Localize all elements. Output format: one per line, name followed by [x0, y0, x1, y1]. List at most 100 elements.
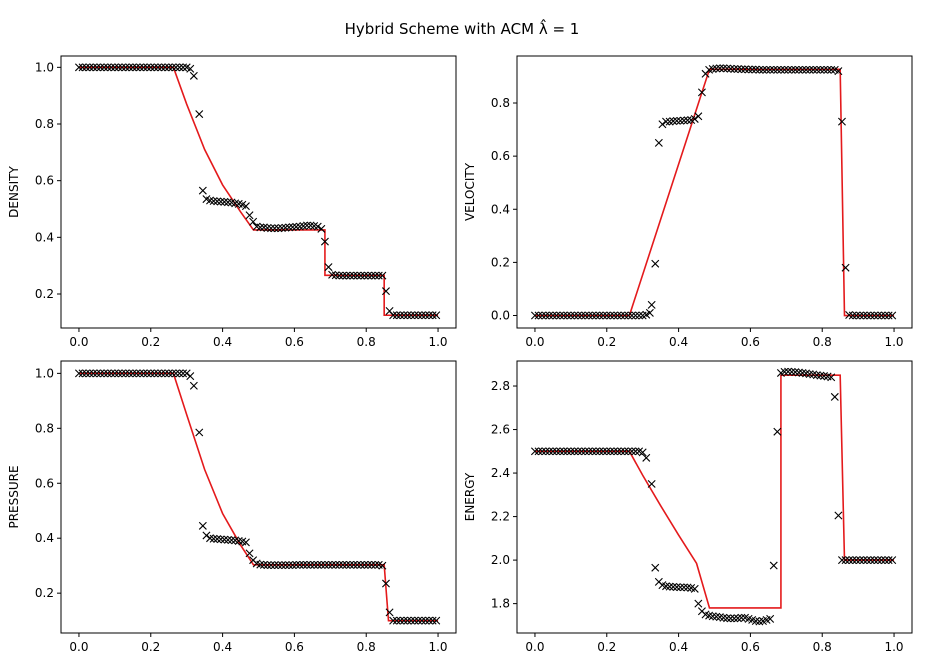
velocity-data-point — [794, 65, 803, 74]
density-data-point — [150, 63, 159, 72]
velocity-ytick-label: 0.0 — [491, 309, 510, 323]
pressure-data-point — [179, 369, 188, 378]
density-data-point — [171, 63, 180, 72]
velocity-plot-area — [530, 64, 897, 320]
density-data-point — [349, 271, 358, 280]
density-data-point — [320, 237, 329, 246]
density-data-point — [146, 63, 155, 72]
energy-data-point — [541, 447, 550, 456]
velocity-data-point — [581, 311, 590, 320]
pressure-data-point — [85, 369, 94, 378]
pressure-data-point — [143, 369, 152, 378]
pressure-data-point — [198, 521, 207, 530]
pressure-data-point — [216, 535, 225, 544]
density-data-point — [331, 271, 340, 280]
energy-data-point — [859, 556, 868, 565]
density-data-point — [353, 271, 362, 280]
velocity-data-point — [748, 65, 757, 74]
energy-data-point — [581, 447, 590, 456]
pressure-data-point — [223, 535, 232, 544]
pressure-data-point — [353, 560, 362, 569]
density-data-point — [164, 63, 173, 72]
velocity-data-point — [773, 65, 782, 74]
pressure-data-point — [136, 369, 144, 378]
velocity-data-point — [635, 311, 644, 320]
velocity-data-point — [834, 67, 843, 76]
velocity-data-point — [690, 114, 699, 123]
pressure-data-point — [349, 560, 358, 569]
pressure-data-point — [414, 616, 423, 625]
velocity-data-point — [741, 65, 750, 74]
energy-data-point — [638, 448, 647, 457]
energy-data-point — [834, 511, 843, 520]
pressure-data-point — [202, 531, 211, 540]
pressure-data-point — [256, 560, 265, 569]
density-xtick-label: 0.8 — [357, 335, 376, 349]
pressure-data-point — [182, 369, 191, 378]
energy-data-point — [855, 556, 864, 565]
energy-data-point — [647, 479, 656, 488]
density-data-point — [195, 110, 204, 119]
density-data-point — [189, 71, 198, 80]
density-data-point — [139, 63, 148, 72]
pressure-data-point — [213, 535, 222, 544]
velocity-xtick-label: 0.6 — [741, 335, 760, 349]
velocity-data-point — [620, 311, 629, 320]
pressure-data-point — [317, 560, 326, 569]
velocity-data-point — [873, 311, 882, 320]
velocity-data-point — [758, 65, 767, 74]
energy-data-point — [852, 556, 861, 565]
density-data-point — [356, 271, 365, 280]
density-data-point — [378, 271, 387, 280]
energy-data-point — [602, 447, 611, 456]
energy-data-point — [556, 447, 565, 456]
density-data-point — [114, 63, 123, 72]
pressure-xtick-label: 0.6 — [285, 640, 304, 654]
density-data-point — [96, 63, 105, 72]
energy-data-point — [613, 447, 622, 456]
pressure-data-point — [285, 561, 294, 570]
energy-data-point — [690, 584, 699, 593]
energy-data-point — [723, 614, 732, 623]
density-data-point — [428, 311, 437, 320]
pressure-data-point — [150, 369, 159, 378]
energy-ytick-label: 1.8 — [491, 597, 510, 611]
velocity-data-point — [592, 311, 600, 320]
velocity-data-point — [823, 65, 832, 74]
pressure-data-point — [110, 369, 119, 378]
velocity-data-point — [769, 65, 778, 74]
density-data-point — [267, 224, 276, 233]
pressure-data-point — [392, 616, 401, 625]
velocity-data-point — [645, 308, 654, 317]
energy-data-point — [669, 582, 678, 591]
velocity-data-point — [662, 117, 671, 126]
velocity-data-point — [877, 311, 886, 320]
energy-data-point — [584, 447, 593, 456]
density-xtick-label: 0.4 — [213, 335, 232, 349]
density-data-point — [241, 202, 250, 211]
pressure-data-point — [186, 372, 195, 381]
pressure-data-point — [292, 560, 301, 569]
velocity-data-point — [563, 311, 572, 320]
pressure-data-point — [220, 535, 229, 544]
pressure-exact-solution-line — [78, 372, 439, 622]
velocity-data-point — [820, 65, 829, 74]
energy-exact-solution-line — [534, 374, 895, 609]
pressure-data-point — [121, 369, 130, 378]
energy-panel: 0.0 0.2 0.4 0.6 0.8 1.0 1.8 2.0 2.2 2.4 2.6 2.8 ENER… — [463, 360, 913, 654]
velocity-data-point — [715, 64, 724, 73]
pressure-data-point — [189, 381, 198, 390]
energy-xtick-label: 0.0 — [525, 640, 544, 654]
velocity-xtick-label: 0.8 — [813, 335, 832, 349]
pressure-data-point — [367, 560, 376, 569]
density-data-point — [399, 311, 408, 320]
velocity-data-point — [809, 65, 818, 74]
velocity-data-point — [881, 311, 890, 320]
density-data-point — [179, 63, 188, 72]
pressure-data-point — [331, 560, 340, 569]
density-data-point — [168, 63, 177, 72]
velocity-data-point — [651, 259, 660, 268]
density-data-point — [209, 197, 218, 206]
energy-data-point — [773, 427, 782, 436]
density-xtick-label: 0.0 — [69, 335, 88, 349]
